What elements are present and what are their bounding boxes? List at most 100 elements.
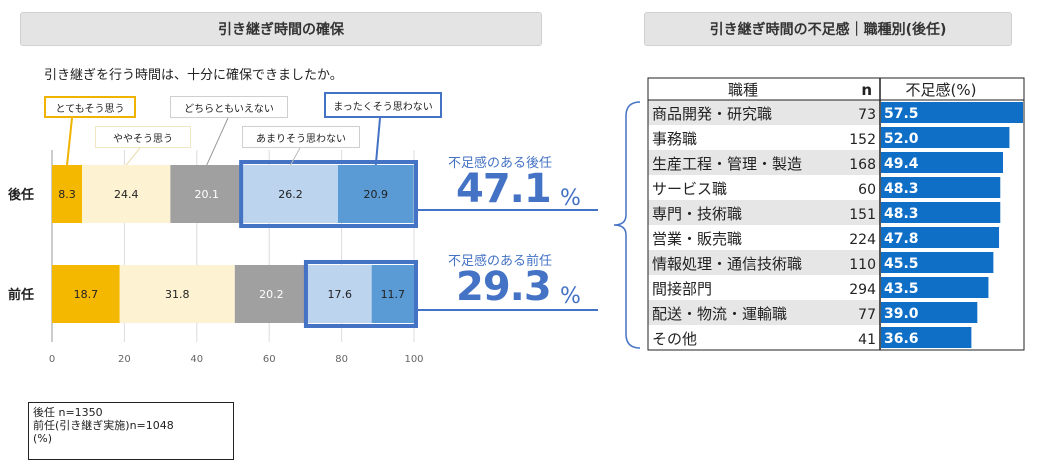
job-value-label: 47.8 xyxy=(884,231,919,247)
row-shade xyxy=(648,250,880,275)
stack-segment xyxy=(337,165,414,223)
legend-connector xyxy=(125,147,141,166)
note-line-successor: 後任 n=1350 xyxy=(33,406,103,419)
stack-segment xyxy=(119,265,235,323)
row-label: 後任 xyxy=(8,187,34,203)
table-border xyxy=(647,77,1025,351)
legend-connector xyxy=(206,117,229,166)
stack-segment xyxy=(82,165,171,223)
legend-item-strongly-agree: とてもそう思う xyxy=(44,96,136,118)
legend-connector xyxy=(290,147,301,166)
job-value-label: 48.3 xyxy=(884,206,919,222)
job-n-label: 110 xyxy=(849,257,876,273)
legend-item-agree: ややそう思う xyxy=(95,126,191,148)
legend-connector xyxy=(374,117,381,166)
job-value-label: 43.5 xyxy=(884,281,919,297)
job-value-label: 36.6 xyxy=(884,331,919,347)
sample-size-note: 後任 n=1350 前任(引き継ぎ実施)n=1048 (%) xyxy=(28,402,234,460)
row-shade xyxy=(648,100,880,125)
job-name-label: 専門・技術職 xyxy=(652,205,742,223)
col-header-n: n xyxy=(861,81,872,99)
segment-value-label: 20.1 xyxy=(195,188,220,201)
job-name-label: サービス職 xyxy=(652,180,727,198)
job-n-label: 77 xyxy=(858,307,876,323)
job-bar xyxy=(881,202,1001,223)
job-n-label: 294 xyxy=(849,282,876,298)
col-header-job: 職種 xyxy=(728,81,758,99)
left-panel-header: 引き継ぎ時間の確保 xyxy=(20,12,542,46)
job-value-label: 39.0 xyxy=(884,306,919,322)
job-n-label: 168 xyxy=(849,157,876,173)
job-value-label: 45.5 xyxy=(884,256,919,272)
stack-segment xyxy=(234,265,308,323)
segment-value-label: 24.4 xyxy=(114,188,139,201)
segment-value-label: 18.7 xyxy=(74,288,99,301)
job-n-label: 224 xyxy=(849,232,876,248)
job-name-label: 事務職 xyxy=(652,130,697,148)
job-bar xyxy=(881,327,972,348)
job-name-label: その他 xyxy=(652,330,697,348)
job-value-label: 49.4 xyxy=(884,156,919,172)
legend-connector xyxy=(66,117,73,166)
highlight-outline xyxy=(239,160,418,228)
x-tick-label: 20 xyxy=(118,354,131,365)
segment-value-label: 8.3 xyxy=(58,188,76,201)
segment-value-label: 17.6 xyxy=(328,288,353,301)
job-bar xyxy=(881,277,989,298)
x-tick-label: 40 xyxy=(190,354,203,365)
stack-segment xyxy=(52,265,120,323)
job-bar xyxy=(881,177,1001,198)
job-value-label: 48.3 xyxy=(884,181,919,197)
job-name-label: 配送・物流・運輸職 xyxy=(652,305,787,323)
callout-value-successor: 47.1 xyxy=(456,166,552,212)
highlight-outline xyxy=(303,260,418,328)
survey-question: 引き継ぎを行う時間は、十分に確保できましたか。 xyxy=(44,68,343,83)
legend-item-strongly-disagree: まったくそう思わない xyxy=(324,92,442,118)
job-n-label: 73 xyxy=(858,107,876,123)
job-bar xyxy=(881,227,1000,248)
job-type-bar-chart: 職種 n 不足感(%) 商品開発・研究職 73 57.5 事務職 152 52.0 生産工程・管理… xyxy=(613,77,1025,351)
callout-label-predecessor: 不足感のある前任 xyxy=(448,254,553,269)
callout-label-successor: 不足感のある後任 xyxy=(448,156,553,171)
row-shade xyxy=(648,200,880,225)
stack-segment xyxy=(243,165,338,223)
job-name-label: 間接部門 xyxy=(652,280,712,298)
x-tick-label: 60 xyxy=(263,354,276,365)
x-tick-label: 80 xyxy=(335,354,348,365)
note-line-unit: (%) xyxy=(33,432,53,445)
group-brace xyxy=(613,101,641,349)
stack-segment xyxy=(170,165,244,223)
segment-value-label: 20.2 xyxy=(259,288,284,301)
row-shade xyxy=(648,300,880,325)
callout-unit-predecessor: % xyxy=(560,284,581,309)
job-n-label: 41 xyxy=(858,332,876,348)
stack-segment xyxy=(52,165,83,223)
job-bar xyxy=(881,302,978,323)
legend-item-disagree: あまりそう思わない xyxy=(242,126,360,148)
legend-item-neutral: どちらともいえない xyxy=(170,96,288,118)
job-value-label: 57.5 xyxy=(884,106,919,122)
job-name-label: 商品開発・研究職 xyxy=(652,105,772,123)
callout-unit-successor: % xyxy=(560,186,581,211)
segment-value-label: 20.9 xyxy=(364,188,389,201)
x-tick-label: 0 xyxy=(49,354,55,365)
job-name-label: 情報処理・通信技術職 xyxy=(652,255,802,273)
job-n-label: 60 xyxy=(858,182,876,198)
job-name-label: 生産工程・管理・製造 xyxy=(652,155,802,173)
stack-segment xyxy=(371,265,414,323)
row-shade xyxy=(648,150,880,175)
job-bar xyxy=(881,252,994,273)
job-name-label: 営業・販売職 xyxy=(652,230,742,248)
stack-segment xyxy=(307,265,372,323)
job-value-label: 52.0 xyxy=(884,131,919,147)
stacked-bar-chart: 0 20 40 60 80 100 後任 8.3 24.4 20.1 26.2 20.9 前任 18.7 3… xyxy=(8,117,598,365)
segment-value-label: 26.2 xyxy=(278,188,303,201)
note-line-predecessor: 前任(引き継ぎ実施)n=1048 xyxy=(33,419,174,432)
x-tick-label: 100 xyxy=(404,354,423,365)
job-n-label: 151 xyxy=(849,207,876,223)
segment-value-label: 31.8 xyxy=(165,288,190,301)
callout-value-predecessor: 29.3 xyxy=(456,264,552,310)
right-panel-header: 引き継ぎ時間の不足感｜職種別(後任) xyxy=(644,12,1012,46)
job-bar xyxy=(881,127,1010,148)
job-bar xyxy=(881,102,1023,123)
